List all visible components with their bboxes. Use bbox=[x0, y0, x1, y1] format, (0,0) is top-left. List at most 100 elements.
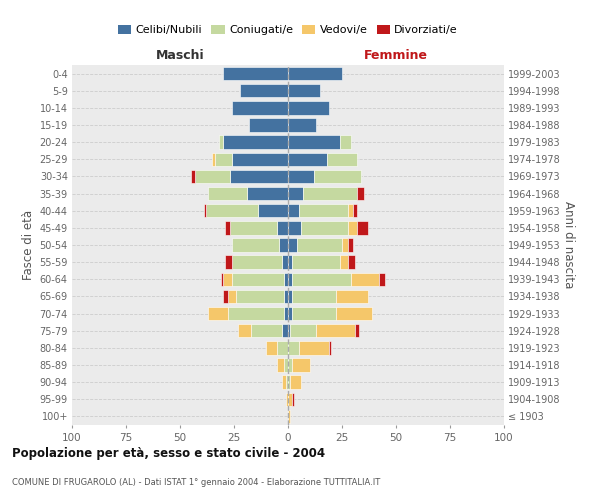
Bar bbox=[223, 136, 288, 149]
Bar bbox=[286, 392, 288, 406]
Bar bbox=[349, 238, 353, 252]
Bar bbox=[277, 221, 288, 234]
Bar bbox=[223, 290, 227, 303]
Bar bbox=[296, 238, 342, 252]
Bar bbox=[342, 238, 349, 252]
Bar bbox=[227, 307, 284, 320]
Bar bbox=[288, 272, 292, 286]
Bar bbox=[329, 341, 331, 354]
Bar bbox=[232, 256, 281, 269]
Bar bbox=[241, 84, 288, 98]
Bar bbox=[316, 324, 355, 338]
Bar bbox=[290, 324, 316, 338]
Bar bbox=[288, 152, 327, 166]
Bar bbox=[247, 187, 288, 200]
Bar bbox=[212, 152, 215, 166]
Y-axis label: Anni di nascita: Anni di nascita bbox=[562, 202, 575, 288]
Bar bbox=[327, 152, 357, 166]
Bar bbox=[335, 307, 372, 320]
Bar bbox=[232, 238, 280, 252]
Bar bbox=[258, 204, 288, 218]
Bar bbox=[191, 170, 195, 183]
Bar bbox=[379, 272, 385, 286]
Bar bbox=[206, 204, 258, 218]
Bar bbox=[208, 187, 247, 200]
Bar bbox=[349, 256, 355, 269]
Bar bbox=[288, 101, 329, 114]
Bar bbox=[288, 341, 299, 354]
Bar bbox=[288, 410, 290, 423]
Bar bbox=[277, 341, 288, 354]
Bar bbox=[266, 341, 277, 354]
Bar bbox=[204, 204, 206, 218]
Bar bbox=[350, 272, 379, 286]
Bar bbox=[288, 187, 303, 200]
Bar bbox=[288, 67, 342, 80]
Bar bbox=[292, 290, 335, 303]
Bar bbox=[221, 272, 223, 286]
Bar bbox=[288, 238, 296, 252]
Bar bbox=[230, 221, 277, 234]
Bar bbox=[251, 324, 281, 338]
Bar bbox=[284, 290, 288, 303]
Bar bbox=[277, 358, 284, 372]
Bar bbox=[286, 376, 288, 389]
Bar bbox=[219, 136, 223, 149]
Bar bbox=[292, 392, 295, 406]
Bar bbox=[288, 256, 292, 269]
Bar bbox=[303, 187, 357, 200]
Bar bbox=[288, 136, 340, 149]
Bar bbox=[290, 376, 301, 389]
Bar bbox=[284, 358, 288, 372]
Bar bbox=[288, 376, 290, 389]
Text: Popolazione per età, sesso e stato civile - 2004: Popolazione per età, sesso e stato civil… bbox=[12, 448, 325, 460]
Bar bbox=[284, 307, 288, 320]
Bar bbox=[195, 170, 230, 183]
Bar bbox=[299, 341, 329, 354]
Bar bbox=[288, 221, 301, 234]
Bar bbox=[281, 376, 286, 389]
Y-axis label: Fasce di età: Fasce di età bbox=[22, 210, 35, 280]
Bar bbox=[288, 324, 290, 338]
Legend: Celibi/Nubili, Coniugati/e, Vedovi/e, Divorziati/e: Celibi/Nubili, Coniugati/e, Vedovi/e, Di… bbox=[113, 20, 463, 40]
Bar bbox=[281, 324, 288, 338]
Bar bbox=[355, 324, 359, 338]
Bar bbox=[349, 204, 353, 218]
Bar bbox=[288, 170, 314, 183]
Bar bbox=[292, 358, 310, 372]
Bar bbox=[292, 307, 335, 320]
Bar bbox=[281, 256, 288, 269]
Bar bbox=[301, 221, 349, 234]
Bar bbox=[288, 290, 292, 303]
Bar bbox=[353, 204, 357, 218]
Bar bbox=[230, 170, 288, 183]
Bar bbox=[357, 187, 364, 200]
Text: Maschi: Maschi bbox=[155, 48, 205, 62]
Bar bbox=[288, 118, 316, 132]
Bar bbox=[226, 256, 232, 269]
Bar bbox=[236, 290, 284, 303]
Bar bbox=[280, 238, 288, 252]
Bar bbox=[215, 152, 232, 166]
Bar bbox=[340, 256, 349, 269]
Bar bbox=[299, 204, 349, 218]
Bar bbox=[314, 170, 361, 183]
Bar bbox=[335, 290, 368, 303]
Bar bbox=[292, 256, 340, 269]
Bar bbox=[223, 67, 288, 80]
Bar bbox=[349, 221, 357, 234]
Bar bbox=[357, 221, 368, 234]
Bar bbox=[288, 307, 292, 320]
Bar bbox=[340, 136, 350, 149]
Bar bbox=[208, 307, 227, 320]
Text: COMUNE DI FRUGAROLO (AL) - Dati ISTAT 1° gennaio 2004 - Elaborazione TUTTITALIA.: COMUNE DI FRUGAROLO (AL) - Dati ISTAT 1°… bbox=[12, 478, 380, 487]
Bar bbox=[284, 272, 288, 286]
Bar bbox=[238, 324, 251, 338]
Bar bbox=[292, 272, 350, 286]
Bar bbox=[227, 290, 236, 303]
Bar bbox=[232, 272, 284, 286]
Bar bbox=[226, 221, 230, 234]
Text: Femmine: Femmine bbox=[364, 48, 428, 62]
Bar bbox=[223, 272, 232, 286]
Bar bbox=[288, 392, 292, 406]
